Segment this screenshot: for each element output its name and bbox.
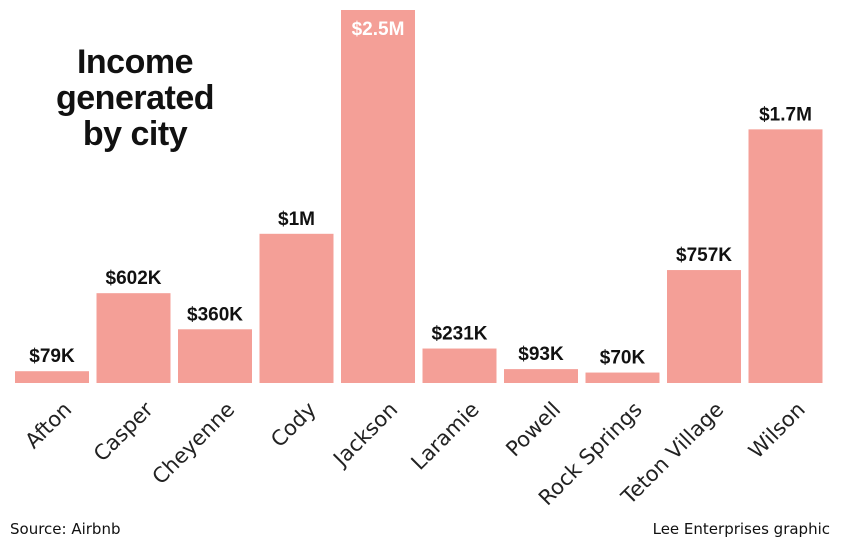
bar-wilson [748, 129, 823, 383]
chart-title-line-2: generated [56, 79, 214, 117]
value-label-jackson: $2.5M [352, 19, 405, 40]
category-label-laramie: Laramie [407, 397, 484, 474]
value-labels-layer: $79K $602K $360K $1M $2.5M $231K $93K $70K $757K… [29, 19, 812, 369]
chart-title-line-3: by city [83, 115, 188, 153]
bar-afton [15, 371, 89, 383]
bar-laramie [422, 348, 497, 383]
category-label-jackson: Jackson [327, 397, 402, 472]
value-label-rock-springs: $70K [600, 348, 646, 369]
category-label-powell: Powell [501, 397, 565, 461]
bar-jackson [341, 10, 415, 383]
bar-teton-village [667, 270, 741, 383]
bar-rock-springs [585, 372, 660, 383]
value-label-laramie: $231K [432, 324, 488, 345]
value-label-cody: $1M [278, 209, 315, 230]
value-label-afton: $79K [29, 346, 75, 367]
chart-title-line-1: Income [77, 43, 193, 81]
bars-layer [15, 10, 823, 383]
value-label-wilson: $1.7M [759, 104, 812, 125]
category-label-cheyenne: Cheyenne [148, 397, 240, 489]
bar-casper [96, 293, 171, 383]
credit-note: Lee Enterprises graphic [653, 520, 830, 538]
source-note: Source: Airbnb [10, 520, 121, 538]
bar-cheyenne [178, 329, 252, 383]
category-label-casper: Casper [89, 397, 158, 466]
value-label-powell: $93K [518, 344, 564, 365]
bar-powell [504, 369, 578, 383]
value-label-teton-village: $757K [676, 245, 732, 266]
value-label-cheyenne: $360K [187, 304, 243, 325]
category-label-afton: Afton [20, 397, 76, 453]
value-label-casper: $602K [106, 268, 162, 289]
category-label-cody: Cody [266, 397, 321, 452]
bar-cody [259, 233, 334, 383]
category-label-wilson: Wilson [744, 397, 810, 463]
